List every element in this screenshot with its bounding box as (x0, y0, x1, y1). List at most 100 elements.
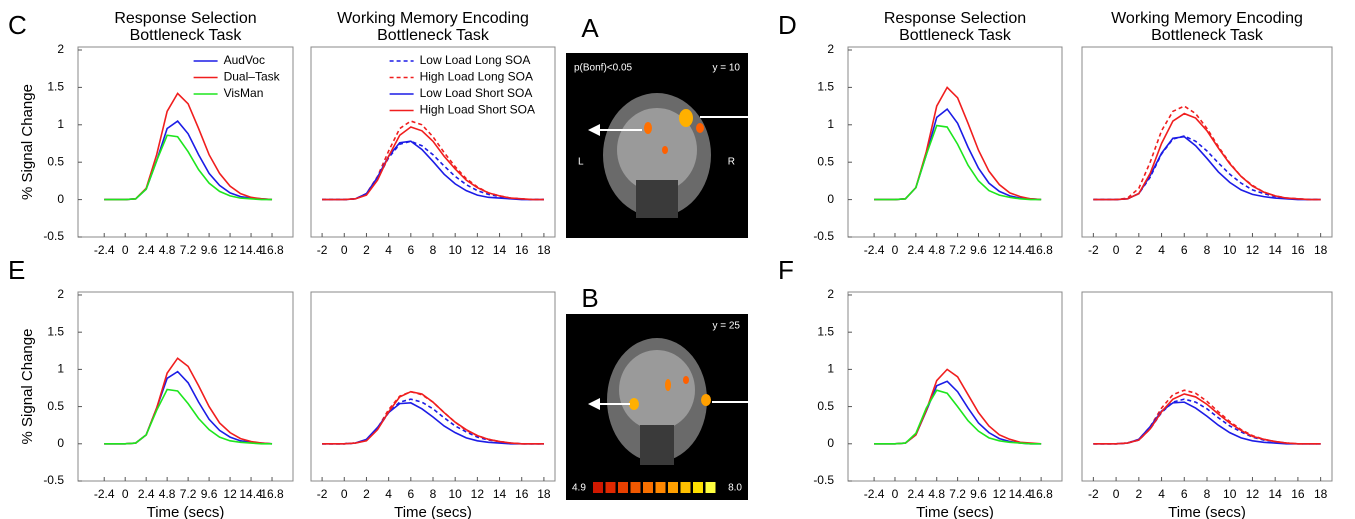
scale-swatch (681, 482, 691, 493)
x-tick-label: 10 (1223, 487, 1237, 501)
scale-swatch (643, 482, 653, 493)
scale-min: 4.9 (572, 483, 586, 494)
brain-panel-b: B y = 25 4.9 8.0 (566, 283, 764, 500)
y-tick-label: 1.5 (47, 324, 64, 338)
activation (644, 122, 652, 134)
y-tick-label: 0.5 (47, 399, 64, 413)
chart-title: Response Selection (884, 10, 1026, 27)
x-tick-label: 12 (993, 487, 1007, 501)
x-tick-label: 18 (537, 487, 551, 501)
panel: Working Memory EncodingBottleneck Task -2… (311, 10, 555, 257)
figure: A p(Bonf)<0.05 y = 10 L R B y = 25 4.9 8… (0, 0, 1355, 519)
x-tick-label: 2 (363, 487, 370, 501)
x-tick-label: 12 (1246, 243, 1260, 257)
chart-title: Response Selection (114, 10, 256, 27)
panel-label: C (8, 10, 27, 40)
x-tick-label: 18 (537, 243, 551, 257)
panel-label: D (778, 10, 797, 40)
x-tick-label: 0 (122, 243, 129, 257)
legend-label: High Load Long SOA (420, 70, 533, 84)
y-tick-label: 2 (57, 42, 64, 56)
x-tick-label: 7.2 (180, 243, 197, 257)
x-tick-label: 7.2 (949, 487, 966, 501)
panel: Time (secs)-2024681012141618 (1082, 292, 1332, 519)
x-tick-label: 8 (1204, 487, 1211, 501)
arrowhead (752, 396, 764, 408)
panel-label: B (581, 283, 598, 313)
brain-lower (636, 180, 678, 218)
slice-label: y = 25 (712, 321, 740, 332)
x-tick-label: 10 (1223, 243, 1237, 257)
x-tick-label: 12 (1246, 487, 1260, 501)
y-tick-label: -0.5 (813, 473, 834, 487)
x-tick-label: 6 (1181, 243, 1188, 257)
x-tick-label: 12 (993, 243, 1007, 257)
chart-title: Bottleneck Task (899, 27, 1012, 44)
chart-title: Bottleneck Task (130, 27, 243, 44)
y-tick-label: 2 (57, 287, 64, 301)
x-tick-label: 8 (430, 243, 437, 257)
x-axis-label: Time (secs) (147, 504, 225, 519)
x-tick-label: 0 (892, 487, 899, 501)
x-tick-label: -2.4 (94, 243, 115, 257)
x-tick-label: 4.8 (159, 243, 176, 257)
y-tick-label: -0.5 (43, 229, 64, 243)
plot-frame (1082, 47, 1332, 237)
x-tick-label: 4 (385, 487, 392, 501)
x-tick-label: 0 (1113, 487, 1120, 501)
y-tick-label: 1.5 (47, 80, 64, 94)
x-tick-label: -2 (317, 487, 328, 501)
x-tick-label: 16.8 (260, 243, 284, 257)
activation (683, 376, 689, 384)
x-tick-label: 0 (892, 243, 899, 257)
x-axis-label: Time (secs) (394, 504, 472, 519)
scale-swatch (668, 482, 678, 493)
legend-label: Low Load Short SOA (420, 86, 533, 100)
chart-title: Working Memory Encoding (337, 10, 529, 27)
x-tick-label: -2 (317, 243, 328, 257)
legend-label: Low Load Long SOA (420, 53, 531, 67)
x-tick-label: 2 (363, 243, 370, 257)
x-tick-label: 6 (407, 487, 414, 501)
x-tick-label: 0 (1113, 243, 1120, 257)
y-tick-label: 1 (827, 117, 834, 131)
y-tick-label: 2 (827, 42, 834, 56)
panel: FTime (secs)-0.500.511.52-2.402.44.87.29… (778, 255, 1062, 519)
x-tick-label: 0 (122, 487, 129, 501)
y-axis-label: % Signal Change (19, 84, 36, 200)
scale-swatch (593, 482, 603, 493)
y-tick-label: 1 (57, 117, 64, 131)
plot-frame (311, 292, 555, 481)
x-tick-label: 4.8 (159, 487, 176, 501)
left-label: L (578, 157, 584, 168)
x-tick-label: 2 (1135, 243, 1142, 257)
x-tick-label: 7.2 (180, 487, 197, 501)
x-tick-label: 16 (515, 487, 529, 501)
y-tick-label: 0 (827, 192, 834, 206)
x-tick-label: -2 (1088, 487, 1099, 501)
x-tick-label: 10 (449, 487, 463, 501)
activation (629, 398, 639, 410)
brain-lower (640, 425, 674, 465)
x-tick-label: 0 (341, 243, 348, 257)
scale-swatch (631, 482, 641, 493)
x-tick-label: 10 (449, 243, 463, 257)
x-tick-label: 2.4 (908, 487, 925, 501)
x-tick-label: 7.2 (949, 243, 966, 257)
y-tick-label: -0.5 (43, 473, 64, 487)
brain-panel-a: A p(Bonf)<0.05 y = 10 L R (566, 13, 778, 238)
y-tick-label: 1.5 (817, 80, 834, 94)
x-tick-label: -2.4 (94, 487, 115, 501)
x-tick-label: 12 (223, 243, 237, 257)
x-tick-label: 6 (407, 243, 414, 257)
x-tick-label: 9.6 (201, 243, 218, 257)
chart-title: Bottleneck Task (377, 27, 490, 44)
x-tick-label: 18 (1314, 487, 1328, 501)
legend-label: High Load Short SOA (420, 103, 535, 117)
y-tick-label: -0.5 (813, 229, 834, 243)
y-tick-label: 1 (57, 362, 64, 376)
x-tick-label: -2.4 (864, 243, 885, 257)
x-tick-label: 2 (1135, 487, 1142, 501)
x-tick-label: 12 (471, 243, 485, 257)
x-tick-label: 4 (1158, 243, 1165, 257)
